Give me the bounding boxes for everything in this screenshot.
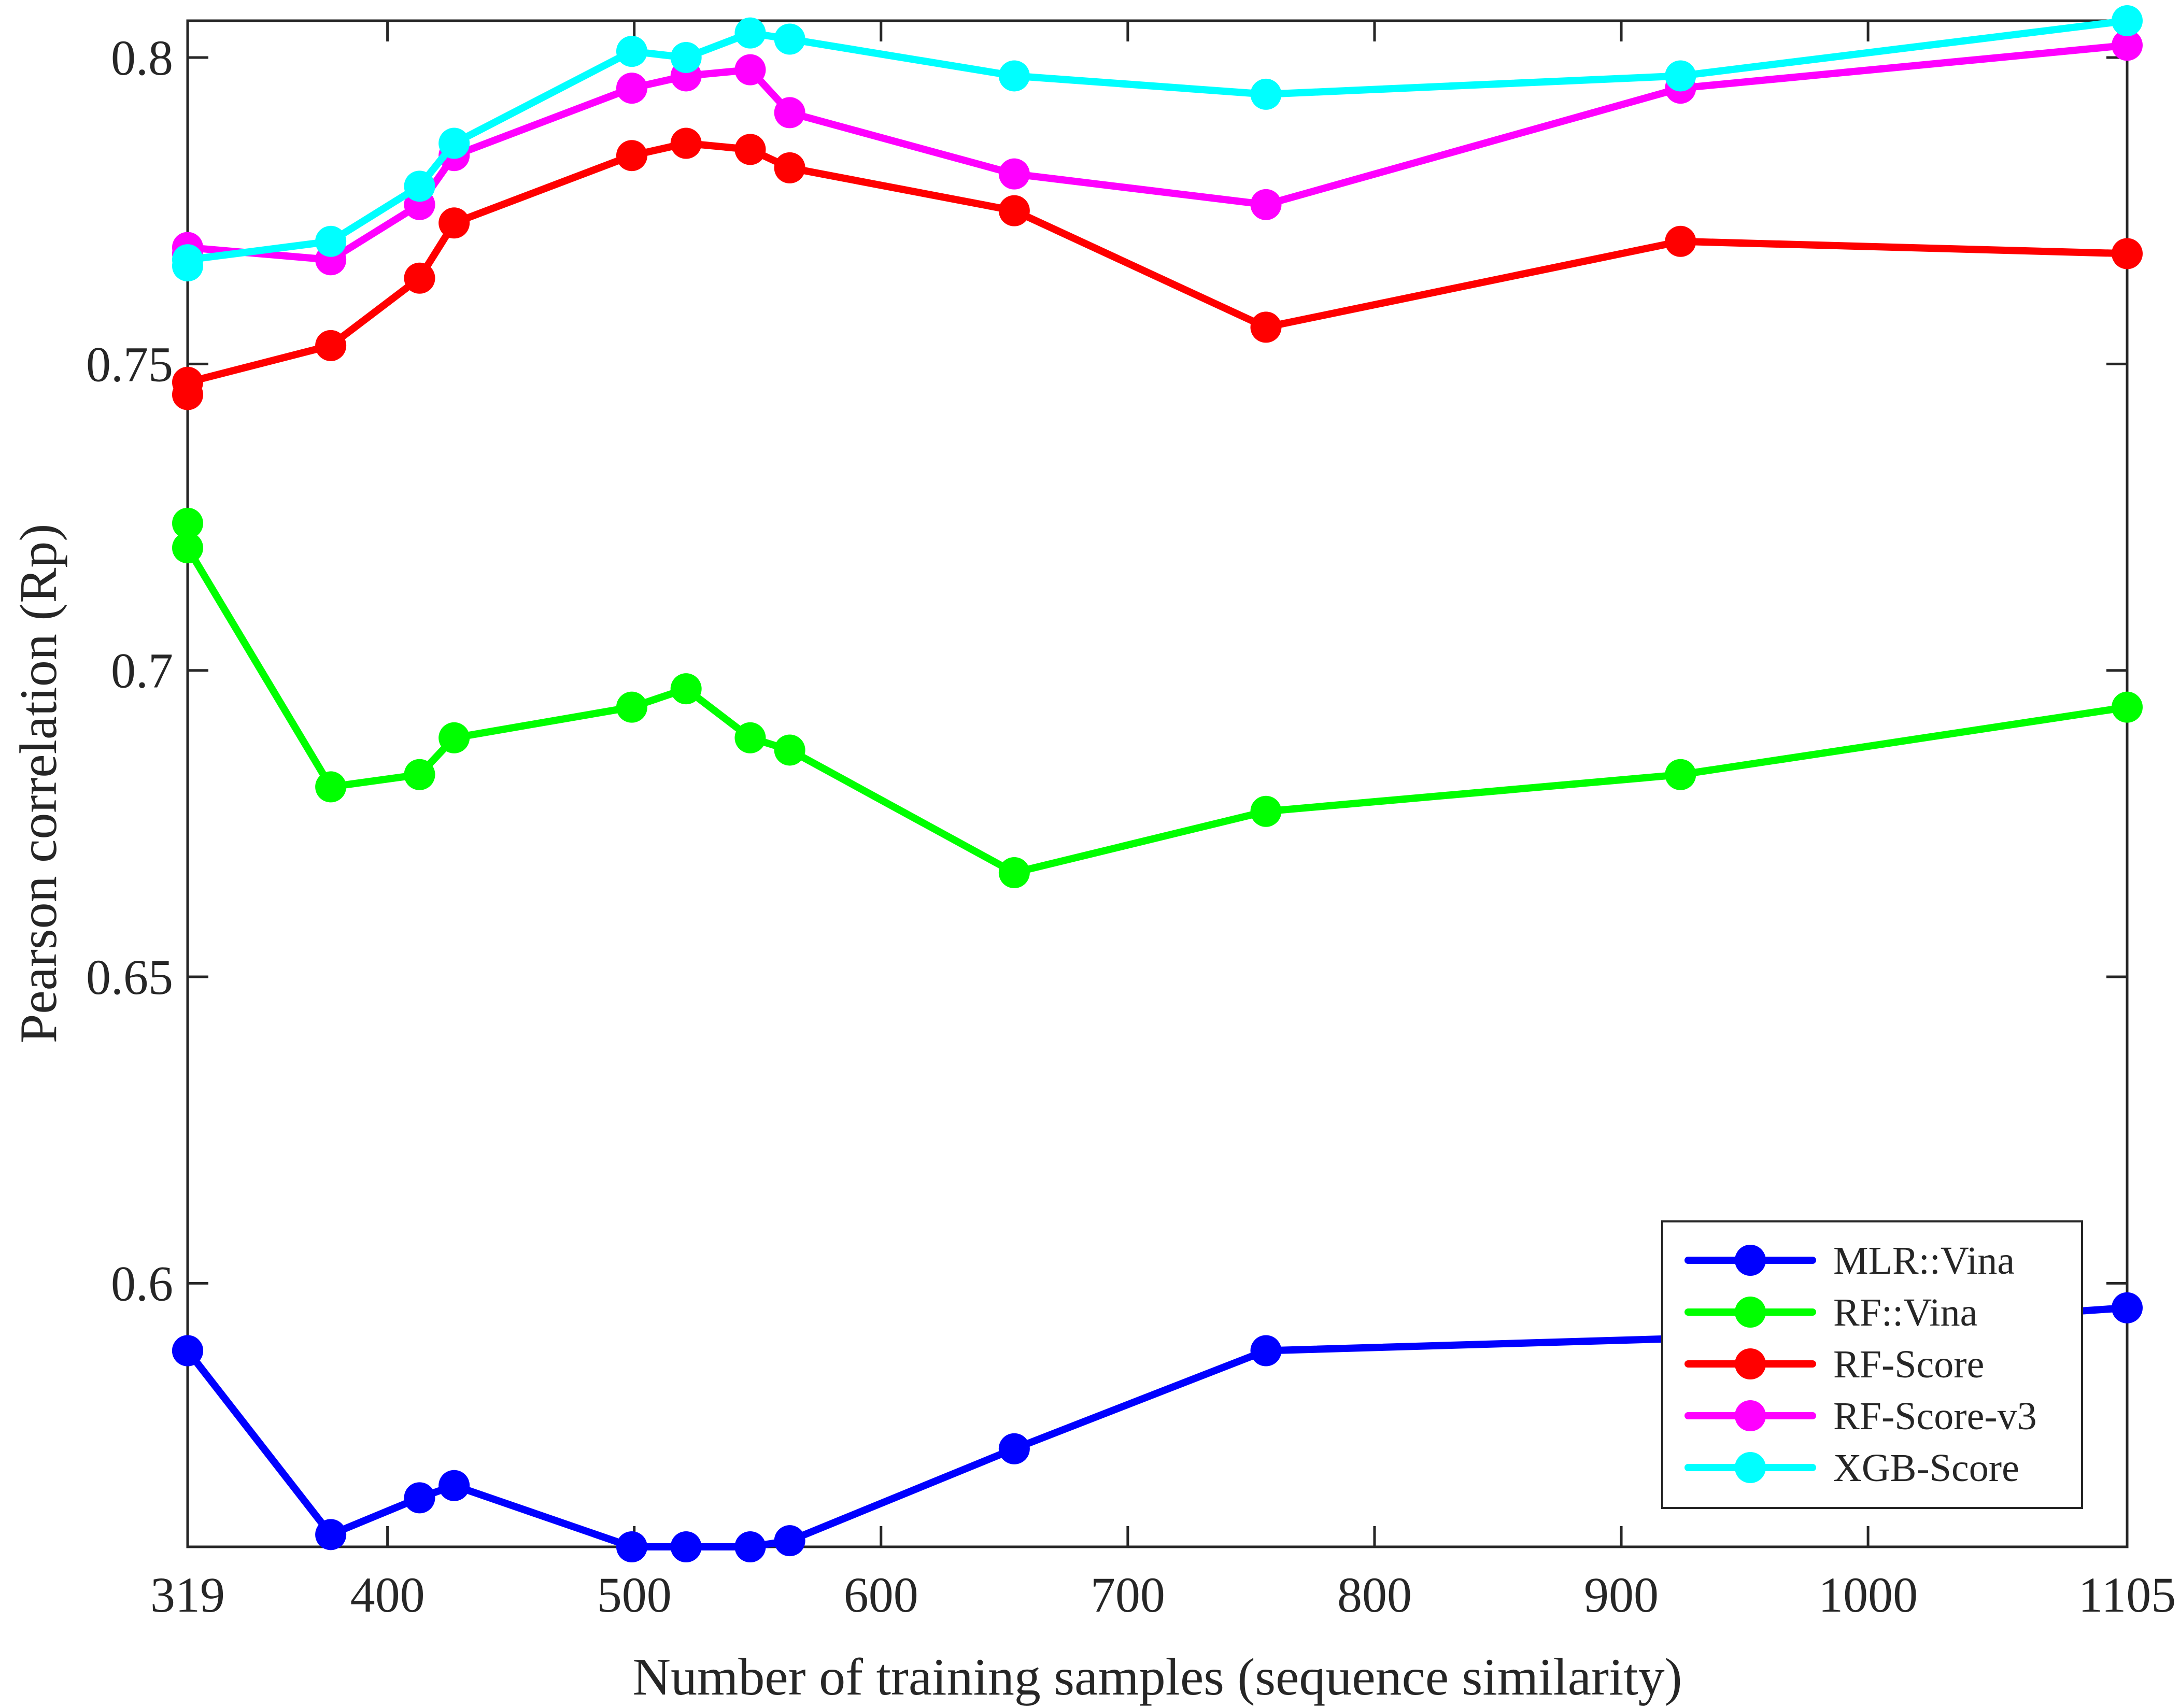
data-point-xgb-score <box>1250 78 1282 110</box>
x-tick-label: 1105 <box>2078 1567 2176 1622</box>
y-axis: 0.6 0.65 0.7 0.75 0.8 <box>86 30 2127 1311</box>
series-line-mlr-vina <box>184 1304 2131 1550</box>
series-line-rf-score <box>184 139 2131 386</box>
data-point-xgb-score <box>670 41 702 73</box>
data-point-rf-score <box>315 330 347 361</box>
legend-label: RF-Score <box>1833 1343 1984 1386</box>
data-point-rf-vina <box>1250 795 1282 827</box>
y-axis-title: Pearson correlation (Rp) <box>9 524 68 1044</box>
data-point-mlr-vina <box>404 1482 435 1514</box>
data-point-mlr-vina <box>2112 1292 2143 1323</box>
data-point-xgb-score <box>998 60 1030 92</box>
data-point-rf-score <box>2112 238 2143 269</box>
legend-item-xgb-score: XGB-Score <box>1684 1446 2019 1490</box>
data-point-rf-vina <box>774 734 805 766</box>
data-point-mlr-vina <box>670 1531 702 1562</box>
data-point-xgb-score <box>1665 60 1696 92</box>
x-tick-label: 800 <box>1337 1567 1412 1622</box>
x-tick-label: 900 <box>1584 1567 1659 1622</box>
data-point-rf-vina <box>1665 759 1696 790</box>
x-tick-label: 400 <box>350 1567 425 1622</box>
legend-swatch-marker <box>1735 1452 1766 1483</box>
data-point-rf-vina <box>315 771 347 803</box>
data-point-mlr-vina <box>315 1519 347 1550</box>
data-point-rf-vina <box>734 722 766 753</box>
series-rf-score <box>172 127 2143 410</box>
legend-item-rf-vina: RF::Vina <box>1684 1291 1977 1334</box>
data-point-mlr-vina <box>616 1531 647 1562</box>
y-tick-label: 0.6 <box>111 1256 173 1311</box>
data-point-xgb-score <box>616 36 647 67</box>
x-tick-label: 319 <box>150 1567 225 1622</box>
data-point-rf-score-v3 <box>1250 189 1282 220</box>
x-tick-label: 500 <box>597 1567 672 1622</box>
legend-label: RF-Score-v3 <box>1833 1394 2037 1438</box>
x-tick-label: 600 <box>844 1567 918 1622</box>
series-mlr-vina <box>172 1292 2143 1562</box>
data-point-mlr-vina <box>172 1335 203 1367</box>
data-point-rf-score <box>616 140 647 172</box>
series-xgb-score <box>172 5 2143 282</box>
series-rf-vina <box>172 507 2143 888</box>
data-point-rf-score <box>438 207 470 239</box>
data-point-rf-score <box>172 379 203 410</box>
series-line-rf-score-v3 <box>184 41 2131 264</box>
data-point-rf-score-v3 <box>998 158 1030 190</box>
data-point-xgb-score <box>2112 5 2143 36</box>
data-point-rf-score <box>404 262 435 294</box>
legend-swatch-marker <box>1735 1297 1766 1328</box>
data-point-rf-score <box>774 152 805 183</box>
data-point-rf-score <box>1250 311 1282 343</box>
data-point-rf-vina <box>616 691 647 723</box>
data-point-xgb-score <box>438 127 470 159</box>
data-point-xgb-score <box>315 225 347 257</box>
data-point-rf-score-v3 <box>2112 30 2143 61</box>
series-layer <box>172 5 2143 1562</box>
data-point-xgb-score <box>734 17 766 49</box>
legend-swatch-marker <box>1735 1245 1766 1276</box>
x-tick-label: 1000 <box>1818 1567 1918 1622</box>
data-point-xgb-score <box>172 250 203 282</box>
legend-item-mlr-vina: MLR::Vina <box>1684 1239 2015 1283</box>
data-point-mlr-vina <box>734 1531 766 1562</box>
legend-label: RF::Vina <box>1833 1291 1977 1334</box>
data-point-rf-vina <box>172 532 203 564</box>
legend-swatch-marker <box>1735 1400 1766 1431</box>
legend-label: MLR::Vina <box>1833 1239 2015 1283</box>
legend-item-rf-score: RF-Score <box>1684 1343 1984 1386</box>
data-point-rf-score <box>1665 225 1696 257</box>
data-point-rf-score-v3 <box>774 97 805 129</box>
data-point-mlr-vina <box>438 1470 470 1501</box>
data-point-rf-score <box>670 127 702 159</box>
data-point-rf-score-v3 <box>734 54 766 86</box>
y-tick-label: 0.75 <box>86 336 173 392</box>
data-point-rf-score <box>734 134 766 165</box>
data-point-rf-score-v3 <box>616 73 647 104</box>
data-point-mlr-vina <box>774 1525 805 1557</box>
data-point-rf-score <box>998 195 1030 226</box>
plot-area <box>186 19 2129 1548</box>
x-tick-label: 700 <box>1091 1567 1165 1622</box>
data-point-rf-vina <box>998 857 1030 888</box>
legend-swatch-marker <box>1735 1348 1766 1379</box>
x-axis: 319 400 500 600 700 800 900 1000 1105 <box>150 21 2176 1622</box>
data-point-rf-vina <box>172 507 203 539</box>
x-axis-title: Number of training samples (sequence sim… <box>632 1648 1682 1706</box>
data-point-rf-vina <box>670 673 702 705</box>
data-point-rf-vina <box>2112 691 2143 723</box>
legend: MLR::VinaRF::VinaRF-ScoreRF-Score-v3XGB-… <box>1661 1220 2083 1509</box>
legend-label: XGB-Score <box>1833 1446 2019 1490</box>
data-point-xgb-score <box>404 170 435 202</box>
data-point-mlr-vina <box>998 1433 1030 1464</box>
data-point-xgb-score <box>774 23 805 55</box>
data-point-rf-vina <box>438 722 470 753</box>
y-tick-label: 0.7 <box>111 643 173 699</box>
series-line-xgb-score <box>184 17 2131 264</box>
y-tick-label: 0.65 <box>86 949 173 1005</box>
legend-item-rf-score-v3: RF-Score-v3 <box>1684 1394 2037 1438</box>
data-point-mlr-vina <box>1250 1335 1282 1367</box>
y-tick-label: 0.8 <box>111 30 173 86</box>
data-point-rf-vina <box>404 759 435 790</box>
